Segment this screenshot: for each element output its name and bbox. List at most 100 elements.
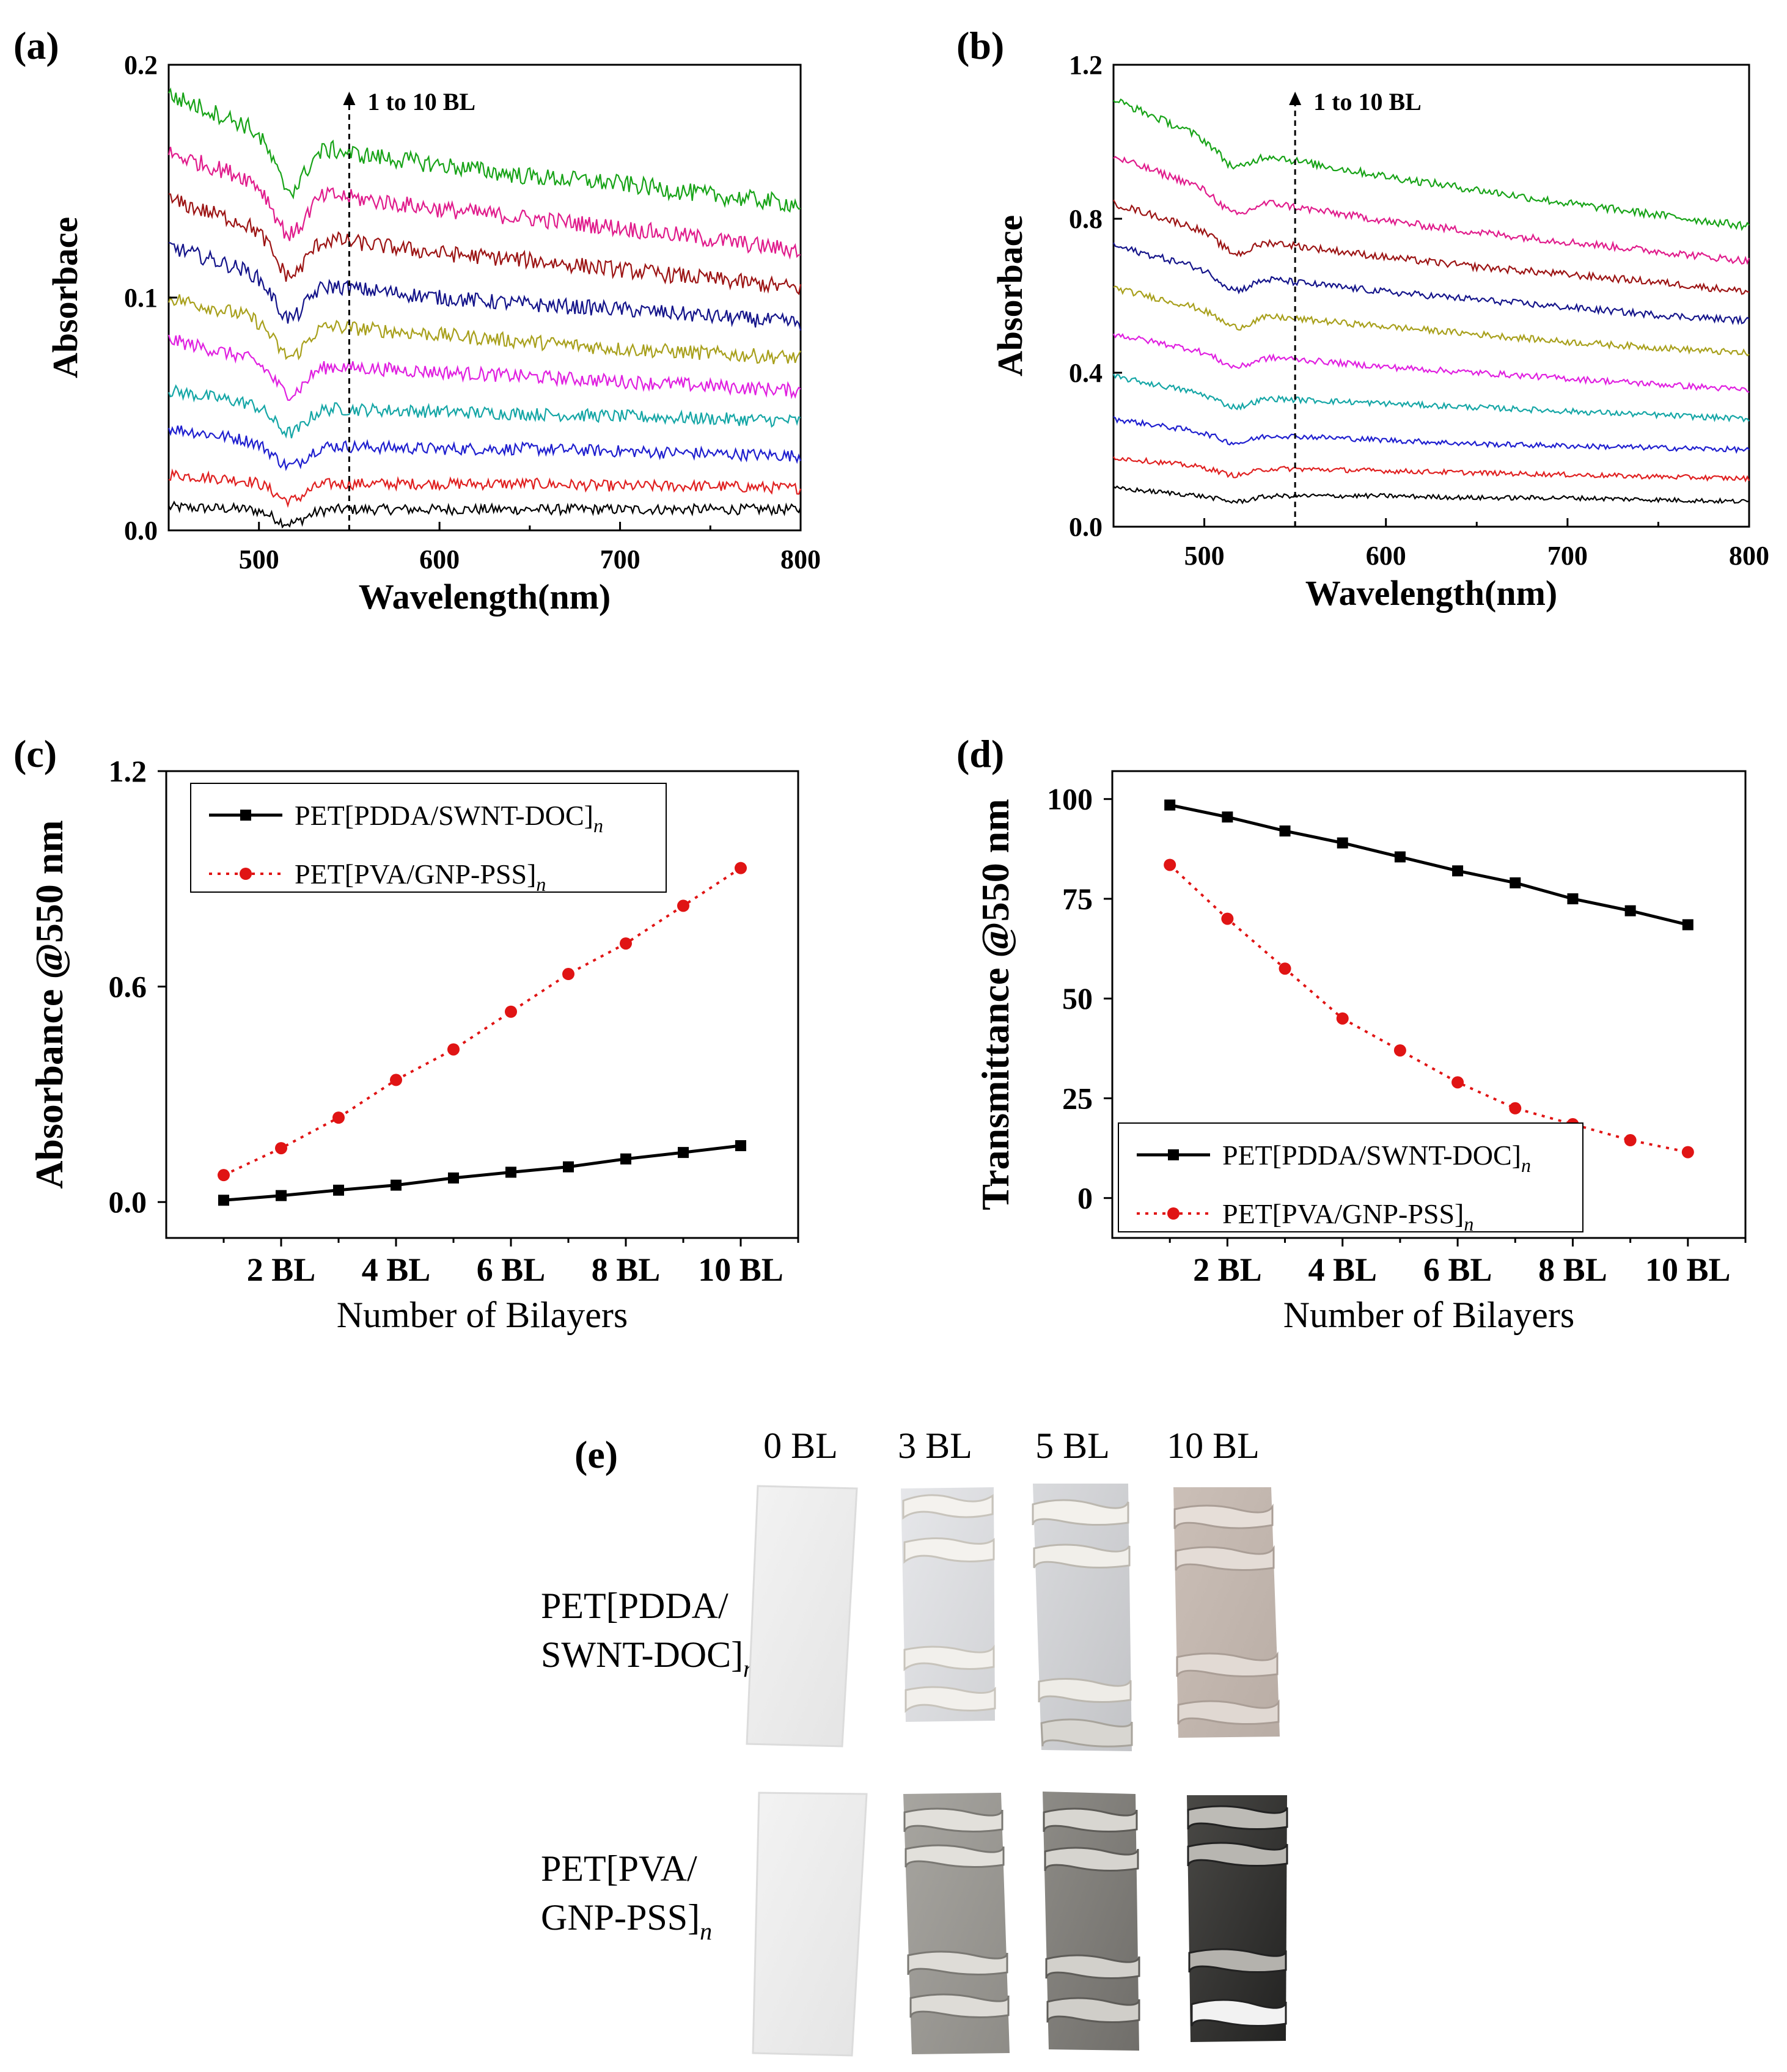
x-tick-label: 700 (1547, 541, 1588, 571)
plot-frame (165, 770, 799, 1239)
legend-label-gnp: PET[PVA/GNP-PSS]n (1222, 1198, 1473, 1235)
legend-label-subscript: n (1521, 1154, 1531, 1176)
data-point-gnp (332, 1111, 345, 1124)
legend-label-subscript: n (593, 815, 603, 836)
data-point-gnp (1393, 1044, 1406, 1057)
data-point-gnp (620, 937, 632, 950)
y-tick-label: 0.1 (124, 283, 158, 313)
row-label-gnp-subscript: n (700, 1917, 712, 1945)
series-line-2-bl (1113, 456, 1750, 483)
row-label-gnp-line1: PET[PVA/ (541, 1848, 697, 1889)
chart-c: 2 BL 4 BL 6 BL 8 BL 10 BL 0.0 0.6 1.2 Number of … (28, 754, 799, 1335)
data-point-swnt (1510, 877, 1521, 888)
series-line-2-bl (168, 468, 802, 508)
series-line-9-bl (1113, 155, 1750, 265)
strip-gnp-0bl (752, 1792, 868, 2057)
y-tick-label: 0.8 (1069, 204, 1103, 234)
y-axis-title: Absorbace (45, 217, 85, 378)
panel-label-c: (c) (13, 732, 57, 775)
series-line-7-bl (1113, 242, 1750, 326)
data-point-gnp (562, 968, 574, 981)
panel-label-d: (d) (956, 732, 1004, 775)
series-line-10-bl (1113, 98, 1750, 232)
series-line-swnt (223, 1144, 741, 1202)
data-point-gnp (505, 1005, 517, 1018)
x-tick-label: 4 BL (1308, 1251, 1377, 1288)
series-line-4-bl (1113, 373, 1750, 423)
y-tick-label: 0.4 (1069, 358, 1103, 388)
y-tick-label: 0.0 (109, 1185, 147, 1219)
data-point-swnt (1394, 851, 1406, 863)
y-tick-label: 100 (1047, 782, 1093, 816)
legend-marker-gnp (240, 868, 252, 880)
series-line-5-bl (1113, 333, 1750, 393)
panel-label-a: (a) (13, 24, 59, 67)
y-tick-label: 1.2 (109, 754, 147, 788)
x-tick-label: 2 BL (1193, 1251, 1262, 1288)
data-point-gnp (1681, 1146, 1694, 1159)
strip-swnt-5bl (1032, 1484, 1133, 1751)
x-tick-label: 800 (780, 544, 821, 574)
panel-label-b: (b) (956, 24, 1004, 67)
y-tick-label: 0.0 (1069, 512, 1103, 542)
legend-label-text: PET[PVA/GNP-PSS] (295, 858, 536, 890)
row-label-swnt-line2: SWNT-DOC]n (541, 1635, 755, 1682)
data-point-swnt (218, 1195, 229, 1206)
chart-d: 2 BL 4 BL 6 BL 8 BL 10 BL 0 25 50 75 100 Number of… (974, 770, 1747, 1335)
data-point-swnt (1682, 919, 1693, 931)
series-line-9-bl (167, 147, 801, 260)
data-point-swnt (333, 1184, 344, 1196)
legend-marker-swnt (240, 810, 251, 821)
series-line-8-bl (168, 193, 802, 296)
x-tick-label: 4 BL (362, 1251, 431, 1288)
data-point-gnp (218, 1169, 230, 1182)
data-point-gnp (275, 1142, 287, 1155)
x-tick-label: 600 (419, 544, 460, 574)
marker-arrowhead (343, 92, 356, 105)
chart-b: 1 to 10 BL 500 600 700 800 0.0 0.4 0.8 1.2 Wavele… (990, 50, 1769, 613)
y-tick-label: 0.6 (109, 970, 147, 1004)
column-label-10bl: 10 BL (1167, 1426, 1260, 1466)
series-line-gnp (223, 867, 742, 1177)
data-point-gnp (1451, 1076, 1464, 1089)
strip-gnp-10bl (1187, 1795, 1288, 2042)
x-axis-title: Wavelength(nm) (1305, 573, 1557, 613)
y-tick-label: 0.0 (124, 516, 158, 546)
data-point-swnt (1624, 905, 1636, 917)
data-point-swnt (276, 1190, 287, 1201)
data-point-swnt (1164, 799, 1176, 811)
x-axis-title: Number of Bilayers (1283, 1295, 1575, 1335)
data-point-gnp (735, 862, 747, 874)
x-tick-label: 8 BL (1538, 1251, 1607, 1288)
legend-marker-gnp (1167, 1207, 1180, 1220)
row-label-gnp-line2: GNP-PSS]n (541, 1897, 712, 1945)
x-tick-label: 10 BL (698, 1251, 783, 1288)
y-axis-title: Transmittance @550 nm (974, 799, 1017, 1210)
y-tick-label: 0 (1077, 1181, 1093, 1215)
y-tick-label: 50 (1062, 981, 1093, 1016)
series-line-6-bl (1113, 285, 1750, 357)
data-point-gnp (1509, 1102, 1522, 1115)
x-tick-label: 2 BL (247, 1251, 316, 1288)
strip-gnp-3bl (903, 1793, 1010, 2054)
chart-a: 1 to 10 BL 500 600 700 800 0.0 0.1 0.2 Wavelengt… (45, 50, 821, 617)
x-axis-title: Wavelength(nm) (359, 577, 611, 617)
data-point-gnp (1336, 1012, 1349, 1025)
strip-swnt-0bl (746, 1485, 858, 1748)
series-line-swnt (1169, 804, 1689, 926)
data-point-swnt (1452, 865, 1464, 877)
data-point-swnt (505, 1166, 516, 1178)
legend-label-text: PET[PVA/GNP-PSS] (1222, 1198, 1464, 1229)
strip-gnp-5bl (1043, 1792, 1140, 2051)
marker-arrowhead (1289, 92, 1302, 105)
legend-label-text: PET[PDDA/SWNT-DOC] (1222, 1140, 1521, 1171)
series-line-1-bl (1113, 485, 1750, 505)
data-point-gnp (447, 1043, 460, 1056)
x-tick-label: 600 (1366, 541, 1406, 571)
series-line-6-bl (167, 294, 801, 365)
marker-label: 1 to 10 BL (367, 88, 475, 115)
x-axis-title: Number of Bilayers (337, 1295, 628, 1335)
data-point-swnt (1567, 893, 1579, 904)
